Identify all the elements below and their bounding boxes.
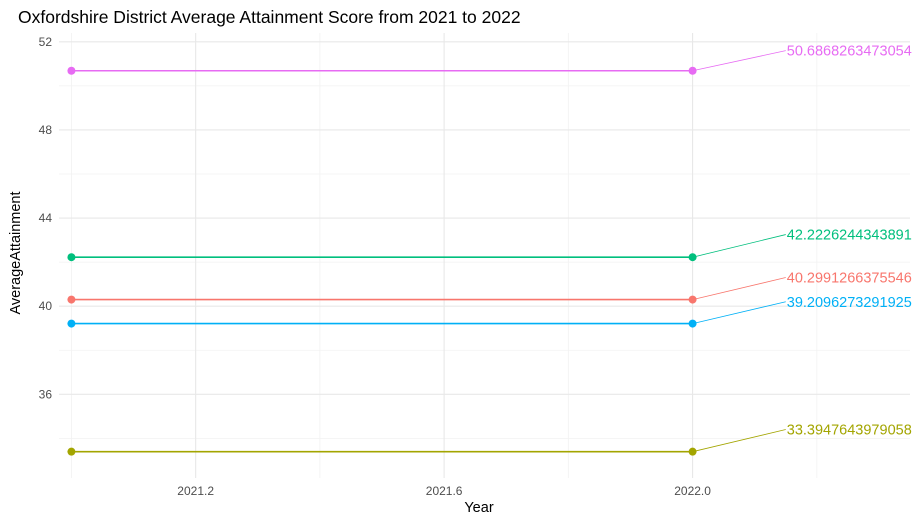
grid — [59, 33, 910, 478]
x-tick-label: 2021.2 — [177, 484, 214, 498]
y-axis-title: AverageAttainment — [8, 191, 24, 314]
label-connector — [692, 277, 786, 300]
x-axis-ticks: 2021.2 2021.6 2022.0 — [177, 484, 711, 498]
x-axis-title: Year — [464, 500, 493, 516]
data-point — [67, 447, 76, 456]
label-connector — [692, 50, 786, 72]
data-label: 42.2226244343891 — [787, 228, 912, 244]
data-label: 40.2991266375546 — [787, 271, 912, 287]
y-tick-label: 44 — [39, 211, 53, 225]
data-label: 50.6868263473054 — [787, 44, 912, 60]
data-point — [67, 319, 76, 328]
y-axis-ticks: 36 40 44 48 52 — [39, 35, 53, 401]
chart-title: Oxfordshire District Average Attainment … — [18, 7, 521, 27]
label-connector — [692, 301, 786, 324]
label-connector — [692, 234, 786, 258]
data-label: 33.3947643979058 — [787, 423, 912, 439]
data-point — [67, 295, 76, 304]
data-label: 39.2096273291925 — [787, 295, 912, 311]
series-group: 50.6868263473054 42.2226244343891 40.29912… — [67, 44, 912, 456]
y-tick-label: 52 — [39, 35, 53, 49]
label-connector — [692, 429, 786, 453]
data-point — [67, 253, 76, 262]
y-tick-label: 36 — [39, 387, 53, 401]
y-tick-label: 40 — [39, 299, 53, 313]
x-tick-label: 2021.6 — [426, 484, 463, 498]
y-tick-label: 48 — [39, 123, 53, 137]
x-tick-label: 2022.0 — [674, 484, 711, 498]
data-point — [67, 66, 76, 75]
